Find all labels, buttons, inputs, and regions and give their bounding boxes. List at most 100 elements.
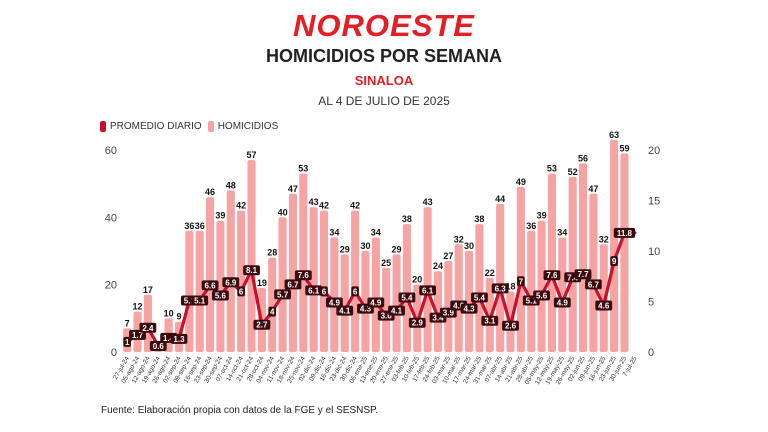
homicidios-bar [288,193,297,352]
homicidios-data-label: 42 [236,201,246,211]
homicidios-bar [226,190,235,352]
y-right-tick-label: 20 [648,145,660,157]
promedio-label-box [533,290,550,301]
promedio-data-label: 6.6 [204,281,216,290]
homicidios-data-label: 29 [340,244,350,254]
promedio-data-label: 6 [322,287,327,296]
promedio-data-label: 4.6 [598,302,610,311]
homicidios-data-label: 56 [578,153,588,163]
promedio-data-label: 6.3 [495,284,507,293]
promedio-label-box [237,286,245,297]
promedio-label-box [268,306,277,317]
promedio-data-label: 4.1 [339,307,351,316]
promedio-label-box [517,276,525,287]
homicidios-data-label: 36 [184,221,194,231]
promedio-data-label: 1.7 [132,331,144,340]
promedio-data-label: 6.1 [308,286,320,295]
promedio-label-box [305,285,323,296]
homicidios-data-label: 32 [454,234,464,244]
promedio-data-label: 5.4 [401,293,413,302]
homicidios-data-label: 36 [526,221,536,231]
homicidios-data-label: 48 [226,180,236,190]
homicidios-data-label: 9 [176,312,181,322]
promedio-data-label: 1 [125,338,130,347]
homicidios-data-label: 30 [464,241,474,251]
homicidios-bar [278,217,287,352]
promedio-label-box [543,270,561,281]
promedio-data-label: 4 [270,308,275,317]
promedio-label-box [325,297,343,308]
homicidios-bar [475,224,484,352]
homicidios-data-label: 25 [381,258,391,268]
promedio-label-box [201,280,219,291]
promedio-label-box [243,265,260,276]
promedio-label-box [595,300,613,311]
homicidios-data-label: 53 [547,164,557,174]
homicidios-data-label: 28 [267,248,277,258]
homicidios-data-label: 59 [619,143,629,153]
homicidios-data-label: 18 [505,281,515,291]
promedio-data-label: 3.9 [443,309,455,318]
homicidios-bar [610,139,619,352]
homicidios-data-label: 17 [143,285,153,295]
promedio-data-label: 2.6 [505,322,517,331]
homicidios-bar [496,203,505,352]
promedio-data-label: 2.4 [142,324,154,333]
homicidios-bar [423,207,432,352]
homicidios-data-label: 34 [329,228,339,238]
promedio-data-label: 6.7 [588,280,600,289]
homicidios-bar [454,244,463,352]
homicidios-data-label: 12 [133,302,143,312]
homicidios-data-label: 38 [402,214,412,224]
promedio-data-label: 4.3 [360,305,372,314]
homicidios-data-label: 24 [433,261,443,271]
promedio-label-box [274,289,291,300]
homicidios-bar [361,251,370,352]
homicidios-bar [537,220,546,352]
promedio-data-label: 7.6 [298,271,310,280]
homicidios-data-label: 38 [474,214,484,224]
homicidios-data-label: 46 [205,187,215,197]
homicidios-bar [330,237,339,352]
legend-label-homicidios: HOMICIDIOS [217,121,279,132]
homicidios-bar [319,210,329,352]
promedio-label-box [149,340,167,351]
promedio-data-label: 7.7 [577,270,589,279]
promedio-label-box [419,285,437,296]
promedio-label-box [139,322,157,333]
chart-date: AL 4 DE JULIO DE 2025 [318,94,450,108]
promedio-data-label: 6.1 [422,286,434,295]
homicidios-data-label: 49 [516,177,526,187]
promedio-label-box [460,303,478,314]
homicidios-bar [620,153,629,352]
promedio-data-label: 3.1 [484,317,496,326]
y-left-tick-label: 0 [111,347,117,359]
promedio-label-box [367,297,385,308]
homicidios-bar [558,237,567,352]
promedio-label-box [388,305,405,316]
homicidios-data-label: 10 [164,308,174,318]
homicidios-bar [589,193,598,352]
promedio-label-box [610,256,618,267]
homicidios-data-label: 27 [443,251,453,261]
homicidios-data-label: 47 [588,184,598,194]
homicidios-data-label: 52 [568,167,578,177]
noroeste-logo: NOROESTE [293,8,475,43]
promedio-label-box [191,295,209,306]
homicidios-bar [599,244,608,352]
promedio-label-box [222,277,240,288]
y-right-tick-label: 0 [648,347,654,359]
promedio-data-label: 6.7 [287,280,299,289]
promedio-label-box [351,286,359,297]
homicidios-bar [527,230,536,352]
chart-legend: PROMEDIO DIARIO HOMICIDIOS [100,121,284,132]
homicidios-data-label: 19 [257,278,267,288]
homicidios-data-label: 44 [495,194,505,204]
promedio-data-label: 4.9 [329,299,341,308]
promedio-data-label: 2.7 [256,321,268,330]
homicidios-bar [402,224,411,352]
homicidios-bar [371,237,380,352]
homicidios-bar [216,220,225,352]
promedio-data-label: 5.1 [526,296,538,305]
